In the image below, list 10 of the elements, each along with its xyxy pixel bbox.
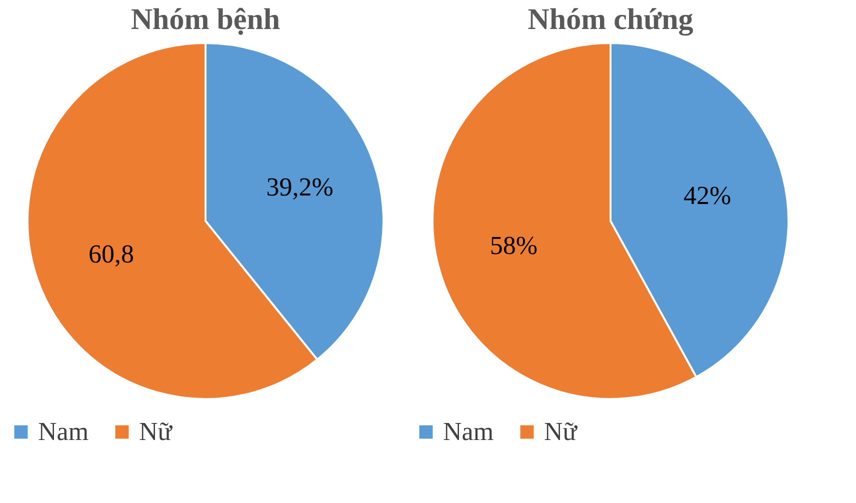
chart-title: Nhóm chứng (528, 3, 694, 36)
legend-label: Nam (443, 417, 494, 446)
legend-label: Nữ (139, 417, 173, 446)
data-label: 58% (490, 230, 538, 260)
legend-label: Nữ (544, 417, 578, 446)
data-label: 39,2% (266, 172, 334, 202)
data-label: 60,8 (88, 239, 134, 268)
chart-title: Nhóm bệnh (130, 3, 280, 36)
legend-label: Nam (38, 417, 89, 446)
data-label: 42% (684, 181, 732, 210)
